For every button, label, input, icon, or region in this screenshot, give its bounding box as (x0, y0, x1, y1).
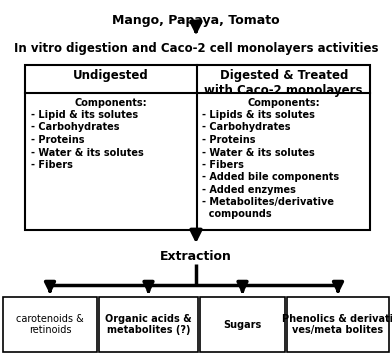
Text: Phenolics & derivati
ves/meta bolites: Phenolics & derivati ves/meta bolites (283, 314, 392, 335)
Text: Components:: Components: (75, 98, 147, 108)
Text: Sugars: Sugars (223, 320, 261, 330)
Text: Components:: Components: (247, 98, 320, 108)
Bar (3, 297, 97, 352)
Text: - Fibers: - Fibers (203, 160, 244, 170)
Text: - Proteins: - Proteins (31, 135, 85, 145)
Text: In vitro digestion and Caco-2 cell monolayers activities: In vitro digestion and Caco-2 cell monol… (14, 42, 378, 55)
Bar (99, 297, 198, 352)
Text: - Metabolites/derivative
  compounds: - Metabolites/derivative compounds (203, 197, 334, 219)
Text: - Fibers: - Fibers (31, 160, 73, 170)
Text: carotenoids &
retinoids: carotenoids & retinoids (16, 314, 84, 335)
Text: - Water & its solutes: - Water & its solutes (31, 147, 144, 157)
Bar (25, 65, 370, 230)
Text: Digested & Treated
with Caco-2 monolayers: Digested & Treated with Caco-2 monolayer… (205, 69, 363, 97)
Text: Organic acids &
metabolites (?): Organic acids & metabolites (?) (105, 314, 192, 335)
Text: - Added bile components: - Added bile components (203, 172, 339, 182)
Text: - Lipid & its solutes: - Lipid & its solutes (31, 110, 138, 120)
Text: Extraction: Extraction (160, 250, 232, 263)
Text: - Added enzymes: - Added enzymes (203, 185, 296, 195)
Text: - Lipids & its solutes: - Lipids & its solutes (203, 110, 316, 120)
Text: - Proteins: - Proteins (203, 135, 256, 145)
Bar (200, 297, 285, 352)
Text: - Carbohydrates: - Carbohydrates (31, 122, 120, 132)
Text: Undigested: Undigested (73, 69, 149, 82)
Bar (287, 297, 389, 352)
Text: - Water & its solutes: - Water & its solutes (203, 147, 315, 157)
Text: Mango, Papaya, Tomato: Mango, Papaya, Tomato (112, 14, 280, 27)
Text: - Carbohydrates: - Carbohydrates (203, 122, 291, 132)
